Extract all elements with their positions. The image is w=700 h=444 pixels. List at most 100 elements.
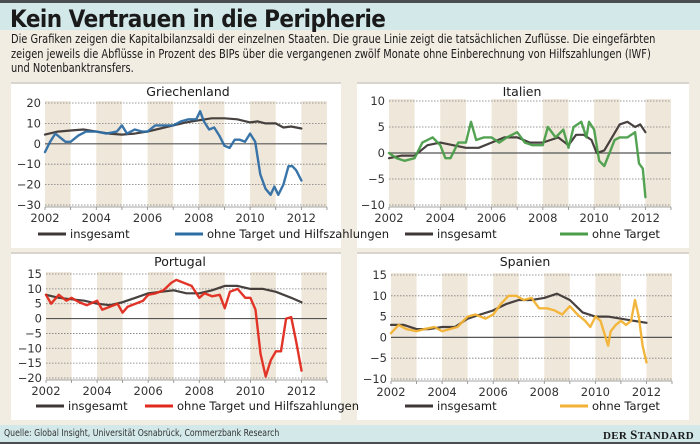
y-tick-label: 5: [378, 120, 385, 134]
x-tick-label: 2002: [376, 385, 405, 399]
year-band: [96, 101, 122, 207]
x-tick-label: 2010: [236, 384, 265, 398]
x-tick-label: 2002: [374, 211, 403, 225]
y-tick-label: 10: [372, 289, 387, 303]
year-band: [301, 101, 327, 207]
year-band: [45, 101, 71, 207]
x-tick-label: 2012: [287, 211, 316, 225]
brand-prefix: DER: [602, 430, 628, 442]
series-line-insgesamt: [44, 284, 303, 307]
source-note: Quelle: Global Insight, Universität Osna…: [4, 428, 280, 439]
legend-label: insgesamt: [437, 227, 497, 241]
x-tick-label: 2012: [287, 384, 316, 398]
title-bar: Kein Vertrauen in die Peripherie: [0, 3, 700, 33]
series-line-ohne-target: [387, 120, 647, 199]
x-tick-label: 2006: [134, 384, 163, 398]
x-tick-label: 2008: [528, 211, 557, 225]
legend-label: ohne Target: [592, 227, 660, 241]
y-tick-label: 10: [370, 94, 385, 108]
x-tick-label: 2002: [30, 211, 59, 225]
page-title: Kein Vertrauen in die Peripherie: [10, 5, 386, 33]
year-band: [493, 273, 519, 381]
panel-divider: [11, 252, 341, 254]
x-tick-label: 2002: [31, 384, 60, 398]
y-tick-label: −20: [17, 178, 41, 192]
year-band: [97, 272, 123, 380]
chart-title: Portugal: [154, 254, 206, 269]
y-tick-label: 15: [372, 268, 387, 282]
legend-label: ohne Target und Hilfszahlungen: [177, 399, 359, 413]
x-tick-label: 2006: [477, 211, 506, 225]
panel-divider: [357, 82, 689, 84]
legend-label: insgesamt: [437, 399, 497, 413]
year-band: [147, 101, 174, 207]
y-tick-label: 20: [26, 96, 41, 110]
y-tick-label: 0: [378, 146, 385, 160]
y-tick-label: −10: [363, 372, 387, 386]
y-tick-label: 10: [26, 116, 41, 130]
y-tick-label: −15: [18, 356, 42, 370]
panel-divider: [357, 252, 689, 254]
x-tick-label: 2004: [426, 211, 455, 225]
x-tick-label: 2008: [184, 211, 213, 225]
x-tick-label: 2012: [632, 385, 661, 399]
year-band: [250, 101, 276, 207]
series-line-ohne-target: [389, 294, 648, 364]
y-tick-label: −5: [368, 172, 385, 186]
legend-label: insgesamt: [70, 227, 130, 241]
x-tick-label: 2006: [133, 211, 162, 225]
legend-label: ohne Target: [592, 399, 660, 413]
x-tick-label: 2004: [82, 384, 111, 398]
y-tick-label: −30: [17, 198, 41, 212]
chart-title: Italien: [503, 84, 542, 99]
y-tick-label: −10: [18, 341, 42, 355]
x-tick-label: 2006: [479, 385, 508, 399]
year-band: [301, 272, 327, 380]
x-tick-label: 2008: [530, 385, 559, 399]
x-tick-label: 2010: [581, 385, 610, 399]
y-tick-label: 0: [34, 137, 41, 151]
y-tick-label: −10: [17, 157, 41, 171]
panel-divider: [11, 82, 341, 84]
x-tick-label: 2010: [579, 211, 608, 225]
x-tick-label: 2004: [82, 211, 111, 225]
y-tick-label: 0: [380, 330, 387, 344]
year-band: [595, 273, 621, 381]
intro-text: Die Grafiken zeigen die Kapitalbilanzsal…: [11, 32, 692, 76]
series-line-ohne-target: [44, 278, 303, 378]
y-tick-label: −10: [361, 198, 385, 212]
year-band: [148, 272, 174, 380]
y-tick-label: 5: [35, 297, 42, 311]
y-tick-label: 5: [380, 310, 387, 324]
footer-bar: Quelle: Global Insight, Universität Osna…: [0, 425, 700, 442]
x-tick-label: 2012: [631, 211, 660, 225]
intro-line: Die Grafiken zeigen die Kapitalbilanzsal…: [11, 32, 656, 46]
top-border: [0, 0, 700, 3]
year-band: [646, 273, 672, 381]
series-line-insgesamt: [387, 120, 647, 160]
x-tick-label: 2004: [427, 385, 456, 399]
intro-line: zeigen jeweils die Abflüsse in Prozent d…: [11, 46, 651, 61]
brand-initial: S: [630, 427, 638, 442]
chart-title: Spanien: [500, 254, 551, 269]
legend-label: ohne Target und Hilfszahlungen: [207, 227, 389, 241]
y-tick-label: −5: [25, 326, 42, 340]
series-line-insgesamt: [389, 292, 648, 331]
y-tick-label: −5: [370, 351, 387, 365]
bottom-border: [0, 442, 700, 444]
chart-title: Griechenland: [146, 84, 229, 99]
year-band: [46, 272, 72, 380]
series-line-ohne-target: [43, 109, 303, 197]
y-tick-label: 15: [27, 267, 42, 281]
legend-label: insgesamt: [68, 399, 128, 413]
brand-logo: DER STANDARD: [603, 427, 694, 443]
intro-line: und Notenbanktransfers.: [11, 61, 134, 75]
year-band: [544, 273, 570, 381]
y-tick-label: −20: [18, 371, 42, 385]
x-tick-label: 2008: [185, 384, 214, 398]
y-tick-label: 10: [27, 282, 42, 296]
y-tick-label: 0: [35, 312, 42, 326]
x-tick-label: 2010: [235, 211, 264, 225]
brand-rest: TANDARD: [637, 430, 694, 442]
